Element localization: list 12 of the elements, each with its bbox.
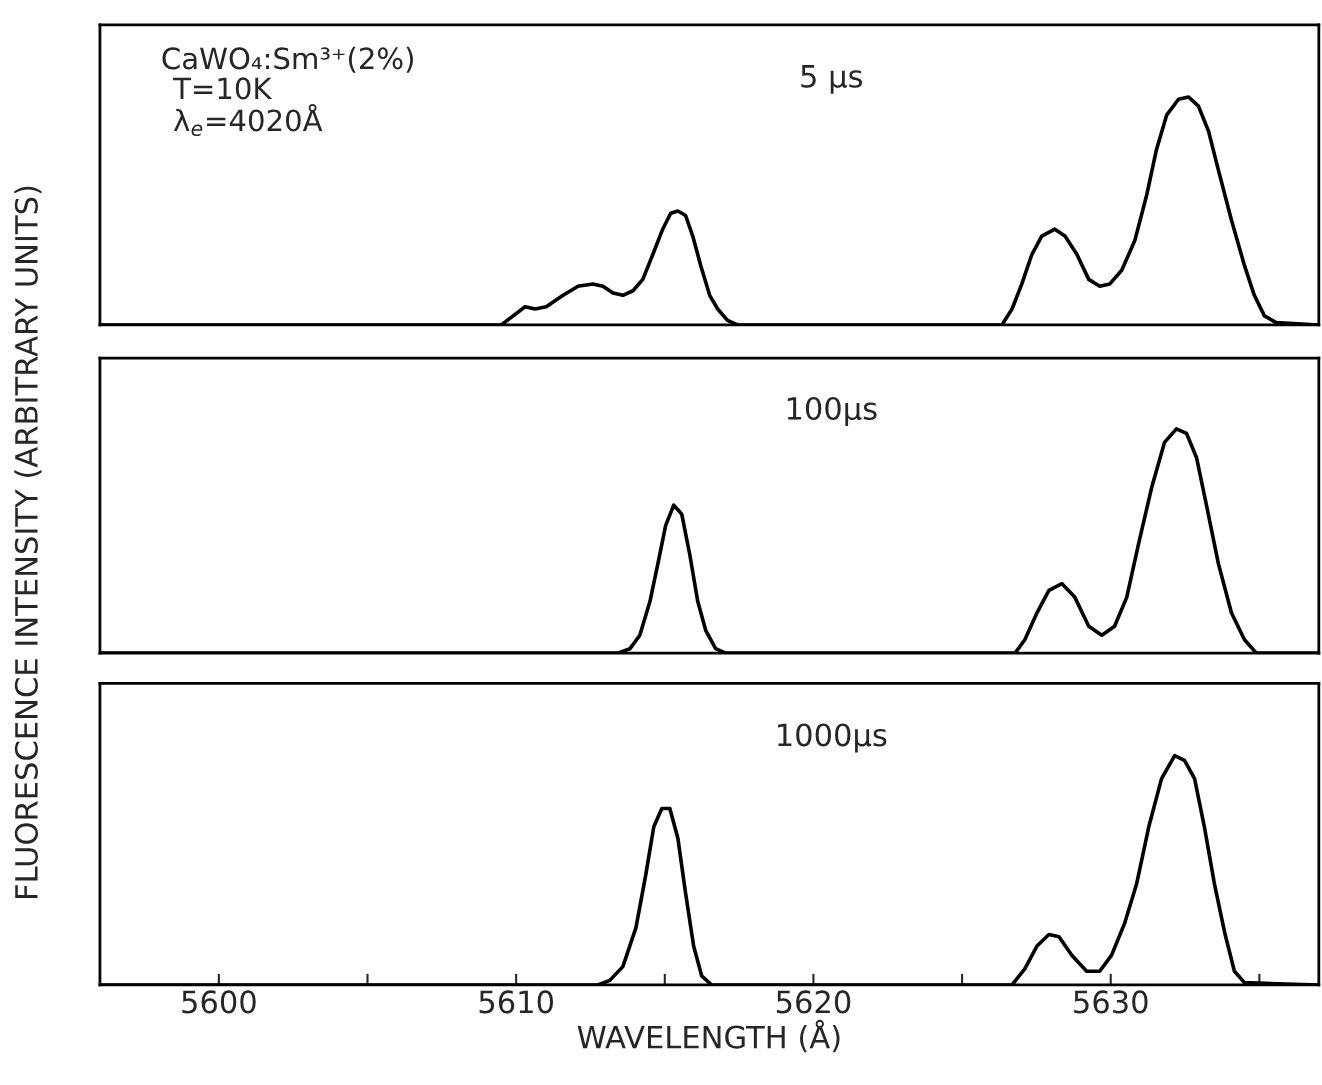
text: 1000μs (778, 723, 887, 753)
y-axis-title: FLUORESCENCE INTENSITY (ARBITRARY UNITS) (14, 186, 42, 898)
x-tick-label: 5620 (776, 990, 851, 1014)
annotation: λ$_{e}$=4020Å (173, 103, 323, 137)
annotation: T=10K (172, 77, 273, 100)
x-tick-label: 5610 (479, 990, 553, 1014)
text: 100μs (787, 396, 877, 426)
text: CaWO₄:Sm³⁺(2%) (162, 46, 413, 73)
x-tick-label: 5600 (182, 990, 256, 1014)
x-axis-title: WAVELENGTH (Å) (577, 1019, 840, 1053)
text: 5 μs (801, 65, 863, 94)
x-tick-label: 5630 (1074, 990, 1148, 1014)
